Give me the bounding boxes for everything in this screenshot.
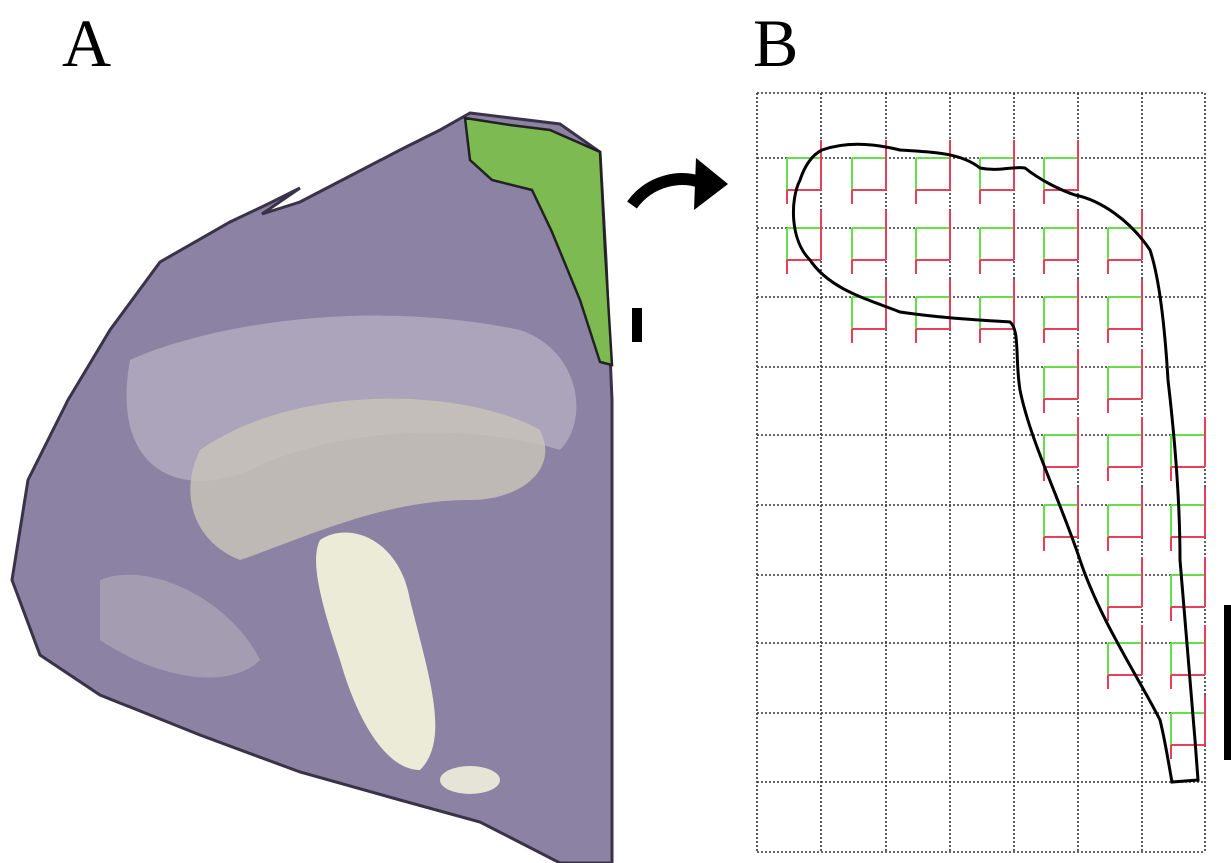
panel-label: B <box>753 5 798 81</box>
panel-label: A <box>62 5 111 81</box>
scale-bar <box>632 308 642 342</box>
tissue-region <box>440 766 500 794</box>
counting-frames <box>787 140 1205 759</box>
region-outline <box>793 144 1198 782</box>
scale-bar <box>1224 605 1231 760</box>
sampling-grid <box>757 93 1205 852</box>
arrow <box>632 179 700 205</box>
figure: A B <box>0 0 1231 863</box>
arrow-head <box>694 158 728 210</box>
brain-section <box>12 113 728 863</box>
